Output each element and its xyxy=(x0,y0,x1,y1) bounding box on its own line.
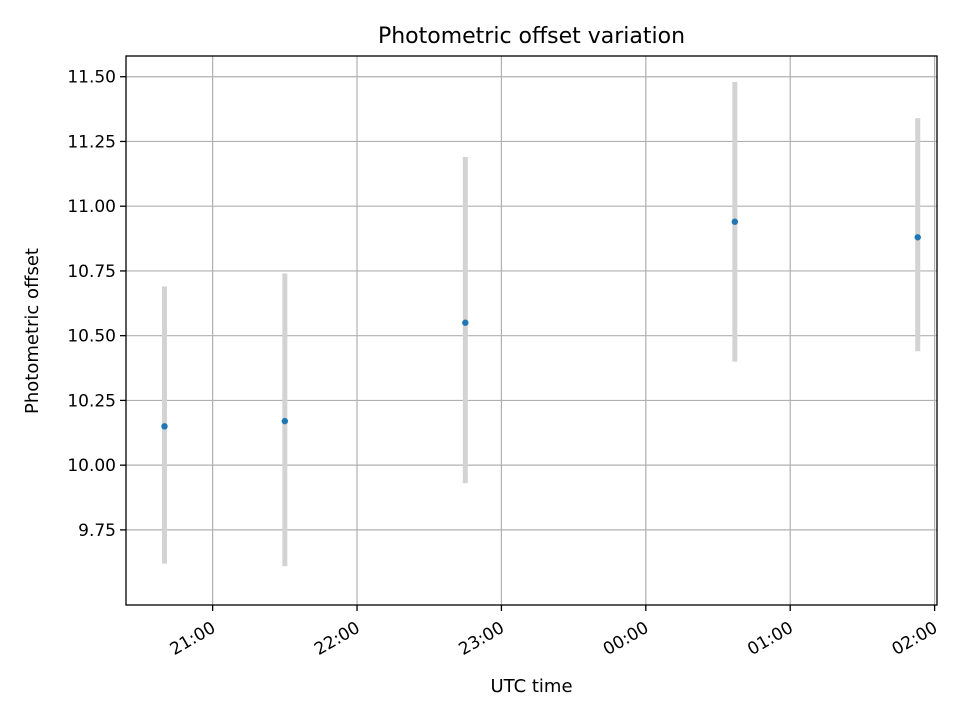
data-points xyxy=(161,218,921,430)
y-tick-label: 11.25 xyxy=(67,132,116,152)
y-tick-label: 11.00 xyxy=(67,197,116,217)
y-tick-label: 10.25 xyxy=(67,391,116,411)
y-tick-label: 10.50 xyxy=(67,327,116,347)
y-tick-label: 11.50 xyxy=(67,68,116,88)
x-tick-label: 23:00 xyxy=(455,618,507,660)
error-bars xyxy=(162,81,921,567)
x-axis-label: UTC time xyxy=(490,676,572,697)
data-point xyxy=(161,423,168,430)
grid-lines xyxy=(126,56,937,605)
data-point xyxy=(914,234,921,241)
x-tick-label: 00:00 xyxy=(600,618,652,660)
x-tick-label: 01:00 xyxy=(744,618,796,660)
y-tick-label: 9.75 xyxy=(78,521,116,541)
y-tick-labels: 9.75 10.00 10.25 10.50 10.75 11.00 11.25 11.50 xyxy=(67,68,116,541)
plot-frame xyxy=(125,55,938,606)
x-tick-label: 21:00 xyxy=(167,618,219,660)
chart-title: Photometric offset variation xyxy=(378,24,685,49)
y-tick-label: 10.00 xyxy=(67,456,116,476)
x-tick-label: 22:00 xyxy=(311,618,363,660)
axis-ticks xyxy=(120,76,936,611)
data-point xyxy=(462,319,469,326)
x-tick-labels: 21:00 22:00 23:00 00:00 01:00 02:00 xyxy=(167,618,941,660)
x-tick-label: 02:00 xyxy=(889,618,941,660)
data-point xyxy=(731,218,739,225)
y-axis-label: Photometric offset xyxy=(22,248,43,414)
data-point xyxy=(281,417,289,425)
y-tick-label: 10.75 xyxy=(67,262,116,282)
